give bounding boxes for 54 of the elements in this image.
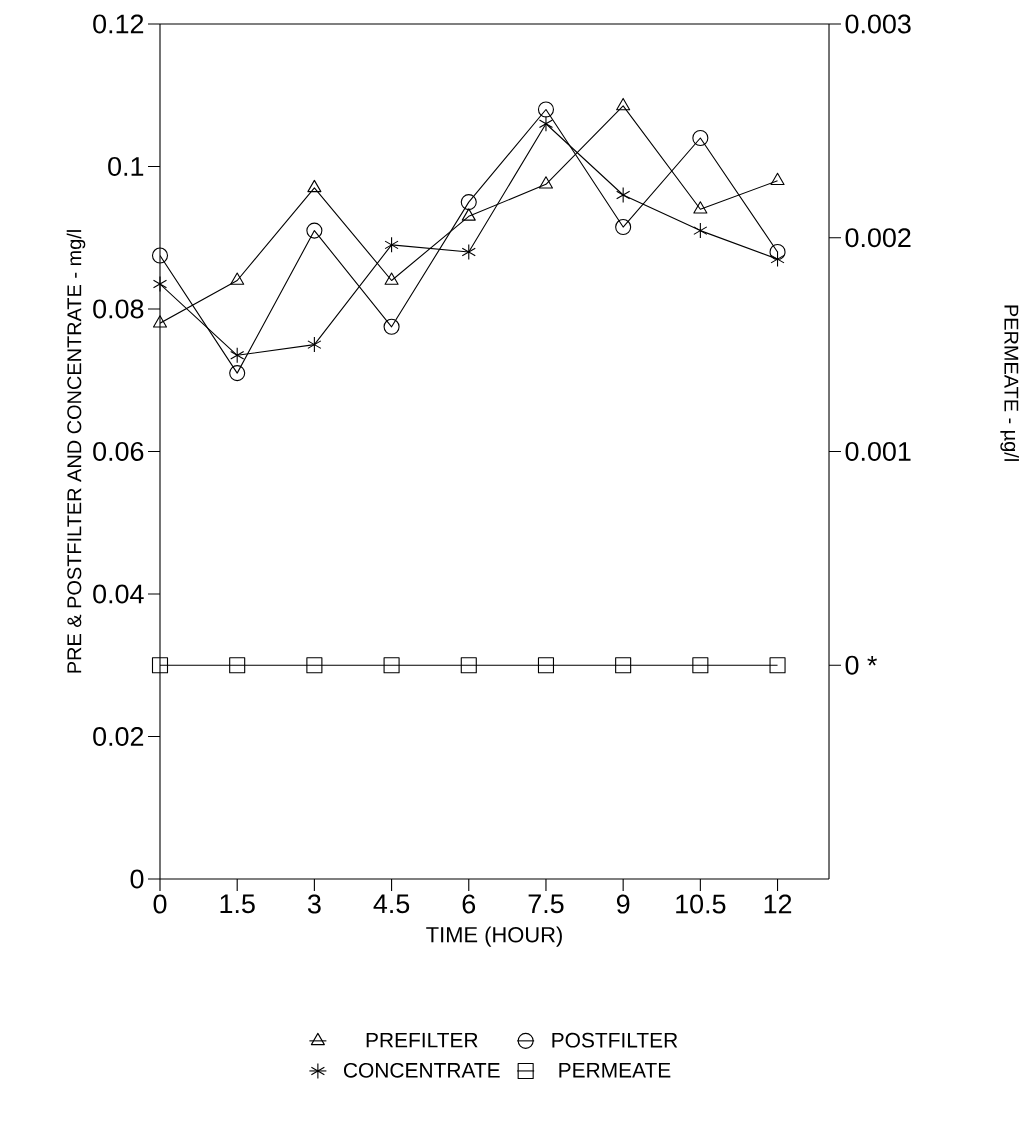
point [383, 318, 400, 335]
point [693, 222, 708, 239]
legend-label: CONCENTRATE [343, 1062, 500, 1078]
point [615, 219, 632, 236]
point [693, 201, 708, 214]
x-axis-title: TIME (HOUR) [426, 926, 562, 947]
point [616, 97, 631, 111]
y2-tick-label: 0.002 [845, 228, 911, 248]
point [460, 194, 477, 211]
point [306, 222, 323, 239]
point [307, 336, 322, 353]
point [230, 347, 245, 364]
y-tick-label: 0.12 [93, 14, 144, 34]
y2-axis-title: PERMEATE - µg/l [1000, 305, 1019, 461]
y2-tick-label: 0.003 [845, 14, 911, 34]
point [151, 247, 169, 264]
legend-label: PERMEATE [559, 1063, 671, 1078]
x-tick-label: 7.5 [528, 894, 564, 914]
point [770, 251, 785, 268]
y-tick-label: 0.02 [93, 726, 144, 747]
x-tick-label: 4.5 [373, 894, 410, 914]
point [461, 208, 476, 221]
y-tick-label: 0.06 [93, 441, 144, 462]
x-tick-label: 6 [462, 894, 476, 914]
point [229, 365, 246, 382]
point [152, 315, 168, 328]
point [152, 276, 168, 293]
y-axis-title: PRE & POSTFILTER AND CONCENTRATE - mg/l [66, 230, 86, 673]
y-tick-label: 0 [130, 869, 144, 889]
x-tick-label: 9 [616, 894, 630, 914]
y-tick-label: 0.04 [93, 584, 144, 604]
x-tick-label: 12 [764, 894, 792, 914]
y-tick-label: 0.08 [93, 299, 144, 319]
point [230, 272, 245, 285]
point [537, 101, 555, 118]
legend-label: POSTFILTER [552, 1032, 678, 1048]
y2-tick-label: 0 * [845, 655, 877, 675]
point [769, 243, 786, 261]
x-tick-label: 3 [307, 894, 321, 914]
point [461, 243, 476, 261]
point [616, 186, 631, 204]
y2-tick-label: 0.001 [845, 441, 911, 462]
point [692, 129, 709, 147]
x-tick-label: 1.5 [220, 894, 255, 914]
point [538, 176, 554, 189]
point [538, 115, 554, 132]
point [770, 172, 785, 186]
point [384, 236, 399, 253]
x-tick-label: 0 [153, 894, 167, 914]
legend-label: PREFILTER [366, 1032, 478, 1048]
x-tick-label: 10.5 [676, 894, 726, 914]
y-tick-label: 0.1 [108, 156, 144, 177]
point [384, 272, 399, 285]
point [307, 179, 322, 193]
